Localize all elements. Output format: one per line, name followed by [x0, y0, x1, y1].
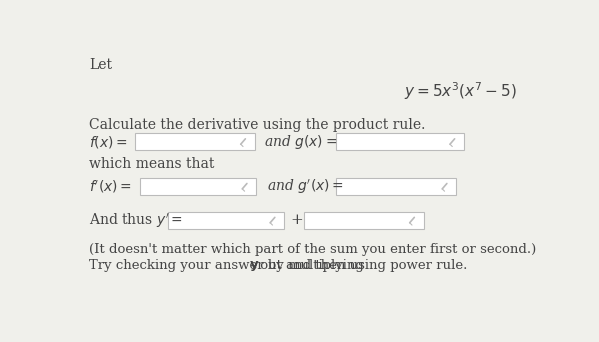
Text: out and then using power rule.: out and then using power rule. [256, 259, 467, 272]
Text: $\mathbf{y}$: $\mathbf{y}$ [249, 259, 260, 273]
Text: $f(x) =$: $f(x) =$ [89, 134, 128, 150]
Text: (It doesn't matter which part of the sum you enter first or second.): (It doesn't matter which part of the sum… [89, 243, 536, 256]
Text: and $g(x) =$: and $g(x) =$ [264, 133, 337, 151]
Text: which means that: which means that [89, 157, 214, 171]
FancyBboxPatch shape [168, 212, 284, 229]
FancyBboxPatch shape [336, 133, 464, 150]
FancyBboxPatch shape [336, 178, 456, 195]
Text: And thus $\mathit{y}' =$: And thus $\mathit{y}' =$ [89, 211, 183, 229]
Text: +: + [291, 213, 303, 227]
FancyBboxPatch shape [135, 133, 255, 150]
Text: Let: Let [89, 58, 112, 72]
FancyBboxPatch shape [140, 178, 256, 195]
FancyBboxPatch shape [304, 212, 423, 229]
Text: $f'(x) =$: $f'(x) =$ [89, 179, 132, 195]
Text: and $g'(x) =$: and $g'(x) =$ [267, 177, 344, 196]
Text: Try checking your answer by multiplying: Try checking your answer by multiplying [89, 259, 368, 272]
Text: $y = 5x^{3}(x^{7} - 5)$: $y = 5x^{3}(x^{7} - 5)$ [404, 80, 516, 102]
Text: Calculate the derivative using the product rule.: Calculate the derivative using the produ… [89, 118, 425, 132]
